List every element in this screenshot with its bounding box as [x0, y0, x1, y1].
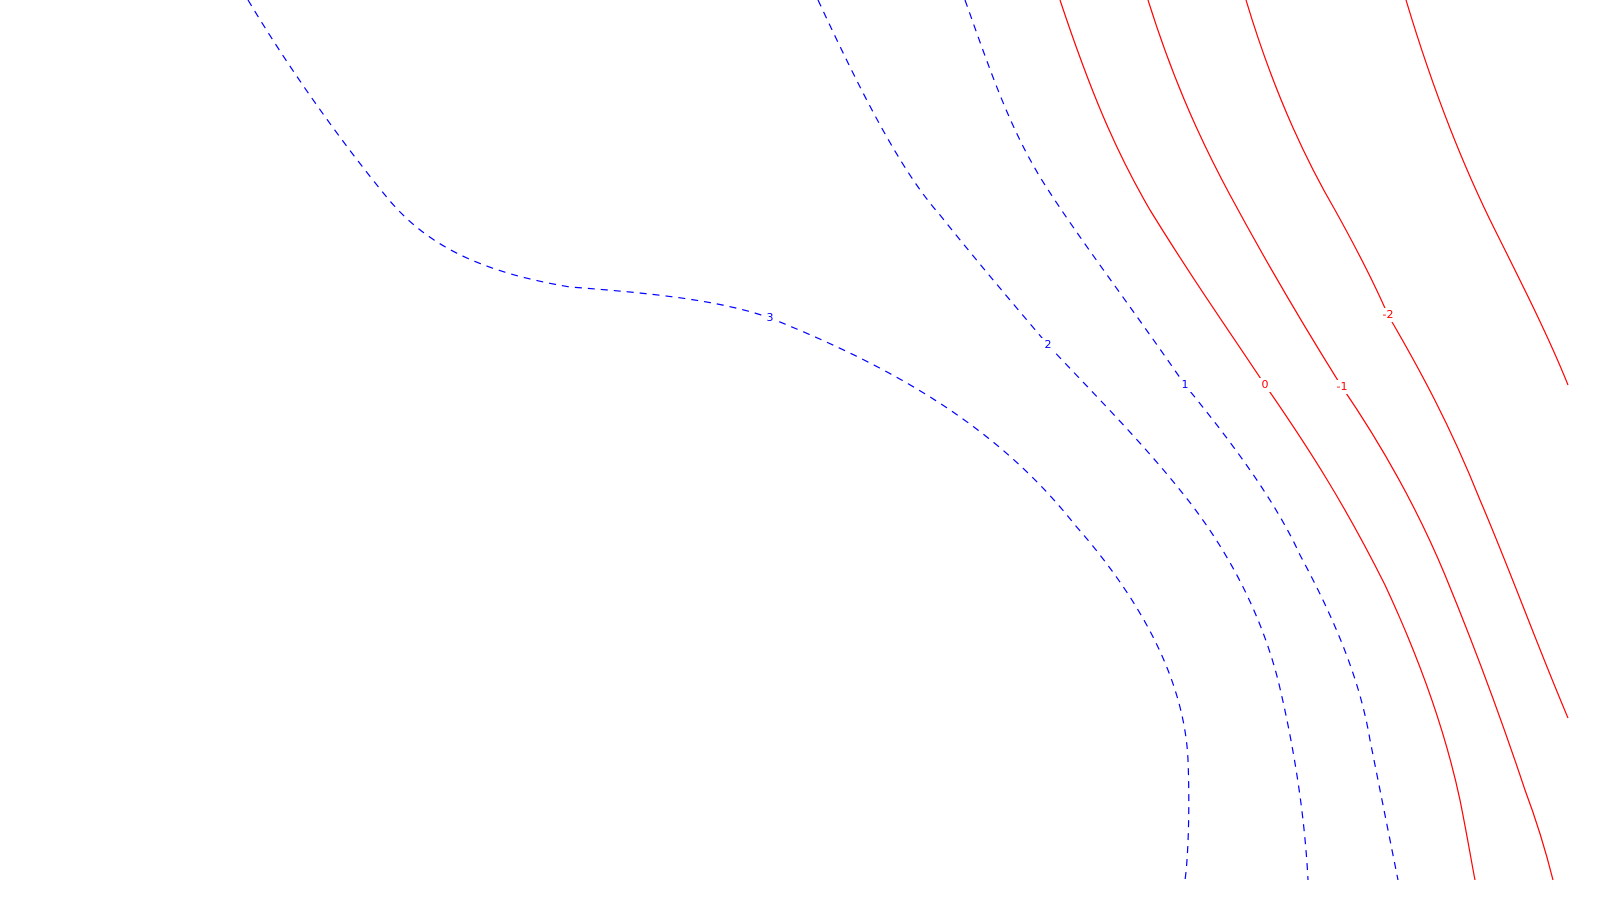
- contour-label-2: 2: [1041, 338, 1055, 352]
- contour-label-minus-2: -2: [1379, 308, 1397, 322]
- svg-text:1: 1: [1182, 378, 1189, 391]
- svg-text:-1: -1: [1337, 380, 1348, 393]
- contour-line-minus-1: [1147, 0, 1554, 881]
- contour-labels: 3 2 1 0 -1 -2: [763, 308, 1397, 394]
- contour-label-3: 3: [763, 311, 777, 325]
- contour-line-minus-3: [1405, 0, 1569, 386]
- contour-label-1: 1: [1178, 378, 1192, 392]
- contour-line-0: [1059, 0, 1476, 881]
- svg-text:2: 2: [1045, 338, 1052, 351]
- contour-label-minus-1: -1: [1333, 380, 1351, 394]
- svg-text:3: 3: [767, 311, 774, 324]
- svg-text:-2: -2: [1383, 308, 1394, 321]
- contour-label-0: 0: [1258, 378, 1272, 392]
- svg-text:0: 0: [1262, 378, 1269, 391]
- contour-line-minus-2: [1245, 0, 1569, 719]
- contour-line-2: [817, 0, 1309, 881]
- contour-line-1: [964, 0, 1399, 881]
